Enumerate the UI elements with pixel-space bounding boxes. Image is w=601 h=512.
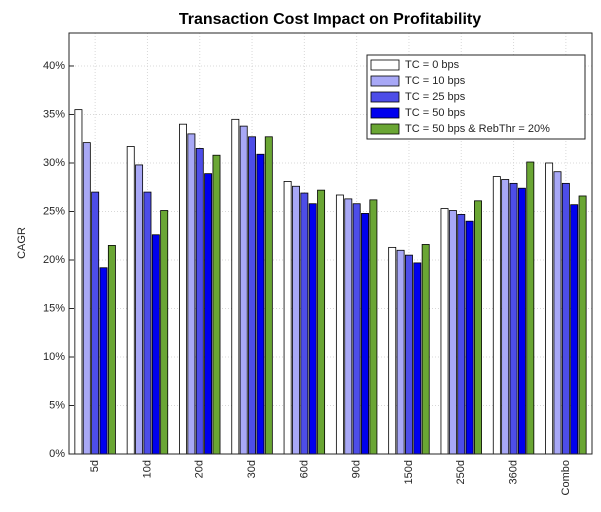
bar bbox=[187, 133, 196, 455]
y-tick-label: 20% bbox=[43, 254, 65, 266]
bar bbox=[300, 192, 309, 455]
bar bbox=[361, 213, 369, 455]
x-tick-label: 60d bbox=[298, 460, 310, 478]
bar bbox=[151, 234, 160, 455]
bar bbox=[212, 154, 221, 455]
bar bbox=[570, 204, 579, 455]
bar bbox=[421, 244, 430, 455]
bar bbox=[526, 161, 535, 455]
legend-swatch bbox=[370, 91, 400, 103]
bar bbox=[517, 187, 526, 455]
y-tick-label: 15% bbox=[43, 302, 65, 314]
bar bbox=[396, 249, 405, 455]
x-tick-label: 20d bbox=[194, 460, 206, 478]
bar bbox=[179, 123, 187, 455]
bar bbox=[256, 153, 265, 455]
bar bbox=[239, 125, 248, 455]
legend-label: TC = 0 bps bbox=[405, 59, 460, 71]
bar bbox=[107, 245, 116, 455]
bar bbox=[474, 200, 482, 455]
x-tick-label: 150d bbox=[403, 460, 415, 484]
chart-title: Transaction Cost Impact on Profitability bbox=[179, 11, 481, 28]
bar bbox=[492, 176, 501, 455]
y-tick-label: 30% bbox=[43, 157, 65, 169]
y-tick-label: 35% bbox=[43, 108, 65, 120]
bar bbox=[561, 182, 570, 455]
legend-label: TC = 25 bps bbox=[405, 91, 466, 103]
bar bbox=[160, 210, 169, 455]
bar bbox=[501, 179, 510, 455]
x-tick-label: 250d bbox=[455, 460, 467, 484]
x-tick-label: 90d bbox=[351, 460, 363, 478]
legend-label: TC = 50 bps bbox=[405, 107, 466, 119]
legend-swatch bbox=[370, 107, 400, 119]
bar bbox=[404, 254, 413, 455]
bar bbox=[143, 191, 152, 455]
bar bbox=[352, 203, 361, 455]
plot-frame bbox=[68, 32, 593, 455]
x-tick-label: Combo bbox=[560, 460, 572, 495]
y-tick-label: 0% bbox=[49, 448, 65, 460]
bar bbox=[308, 203, 317, 455]
bar bbox=[465, 220, 474, 455]
bar bbox=[578, 195, 587, 455]
bar bbox=[457, 213, 466, 455]
bar bbox=[413, 262, 422, 455]
bar bbox=[553, 171, 562, 455]
y-tick-label: 25% bbox=[43, 205, 65, 217]
y-tick-label: 40% bbox=[43, 60, 65, 72]
bar bbox=[82, 142, 91, 455]
legend-swatch bbox=[370, 75, 400, 87]
bar bbox=[317, 189, 326, 455]
y-tick-label: 10% bbox=[43, 351, 65, 363]
x-tick-label: 360d bbox=[507, 460, 519, 484]
y-tick-label: 5% bbox=[49, 399, 65, 411]
y-axis-label: CAGR bbox=[16, 227, 28, 259]
bar bbox=[440, 208, 449, 455]
bar bbox=[292, 185, 300, 455]
bar bbox=[448, 210, 457, 455]
bar bbox=[135, 164, 144, 455]
x-tick-label: 5d bbox=[89, 460, 101, 472]
bar bbox=[248, 136, 257, 455]
bar bbox=[126, 146, 135, 455]
legend-label: TC = 50 bps & RebThr = 20% bbox=[405, 123, 550, 135]
bar bbox=[369, 199, 378, 455]
bar bbox=[195, 148, 204, 455]
bar bbox=[264, 136, 273, 455]
bar bbox=[335, 194, 344, 455]
x-tick-label: 30d bbox=[246, 460, 258, 478]
legend-label: TC = 10 bps bbox=[405, 75, 466, 87]
bar bbox=[99, 267, 108, 455]
bar bbox=[91, 191, 100, 455]
bar bbox=[344, 198, 353, 455]
legend-box bbox=[366, 54, 586, 140]
legend-swatch bbox=[370, 123, 400, 135]
bar bbox=[231, 118, 240, 455]
bar bbox=[509, 182, 518, 455]
x-tick-label: 10d bbox=[141, 460, 153, 478]
bar bbox=[545, 162, 554, 455]
bar bbox=[283, 181, 292, 455]
bar bbox=[204, 173, 213, 455]
bar bbox=[388, 246, 397, 455]
bar bbox=[74, 109, 83, 455]
legend-swatch bbox=[370, 59, 400, 71]
